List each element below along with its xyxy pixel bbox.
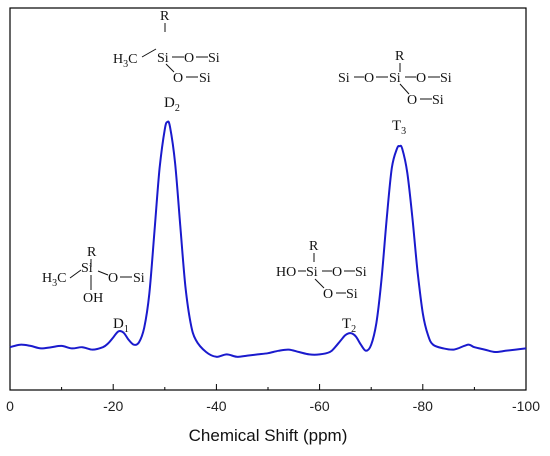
svg-text:H3C: H3C xyxy=(113,52,137,70)
svg-text:Si: Si xyxy=(157,51,169,66)
svg-text:O: O xyxy=(332,265,342,280)
d2-structure: R H3C Si O Si O Si xyxy=(113,9,220,86)
svg-text:Si: Si xyxy=(199,71,211,86)
x-tick-label: -40 xyxy=(206,398,226,414)
d1-structure: R H3C Si O Si OH xyxy=(42,245,145,306)
x-tick-label: -80 xyxy=(413,398,433,414)
svg-text:Si: Si xyxy=(133,271,145,286)
svg-text:Si: Si xyxy=(432,93,444,108)
x-tick-label: -100 xyxy=(512,398,540,414)
svg-text:O: O xyxy=(407,93,417,108)
svg-text:Si: Si xyxy=(346,287,358,302)
svg-text:H3C: H3C xyxy=(42,271,66,289)
svg-text:Si: Si xyxy=(440,71,452,86)
peak-label-t2: T2 xyxy=(342,316,356,335)
svg-text:O: O xyxy=(364,71,374,86)
svg-text:O: O xyxy=(416,71,426,86)
x-tick-label: 0 xyxy=(6,398,14,414)
svg-text:Si: Si xyxy=(389,71,401,86)
svg-text:R: R xyxy=(309,239,319,254)
svg-text:OH: OH xyxy=(83,291,103,306)
x-axis-title: Chemical Shift (ppm) xyxy=(189,426,348,445)
svg-text:Si: Si xyxy=(355,265,367,280)
svg-text:O: O xyxy=(184,51,194,66)
peak-label-d2: D2 xyxy=(164,95,180,114)
svg-text:R: R xyxy=(395,49,405,64)
t3-structure: R Si O Si O Si O Si xyxy=(338,49,452,108)
svg-text:HO: HO xyxy=(276,265,296,280)
x-axis-ticks: 0 -20 -40 -60 -80 -100 xyxy=(6,384,540,414)
spectrum-line xyxy=(9,120,527,358)
svg-text:Si: Si xyxy=(338,71,350,86)
svg-text:Si: Si xyxy=(208,51,220,66)
svg-text:O: O xyxy=(108,271,118,286)
peak-label-d1: D1 xyxy=(113,316,129,335)
svg-text:O: O xyxy=(173,71,183,86)
peak-label-t3: T3 xyxy=(392,118,406,137)
svg-text:R: R xyxy=(160,9,170,24)
x-tick-label: -20 xyxy=(103,398,123,414)
x-tick-label: -60 xyxy=(309,398,329,414)
svg-text:R: R xyxy=(87,245,97,260)
svg-text:O: O xyxy=(323,287,333,302)
svg-text:Si: Si xyxy=(81,261,93,276)
svg-text:Si: Si xyxy=(306,265,318,280)
plot-frame xyxy=(9,7,527,391)
t2-structure: R HO Si O Si O Si xyxy=(276,239,367,302)
